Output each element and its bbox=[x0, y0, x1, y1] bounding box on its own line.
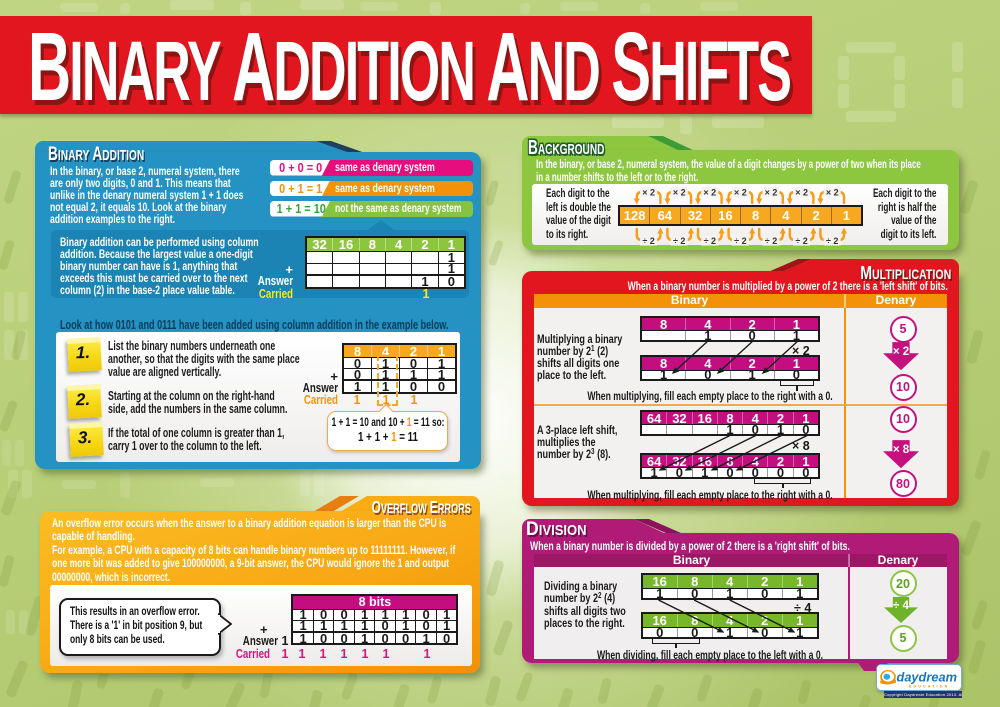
svg-text:÷ 2: ÷ 2 bbox=[734, 236, 746, 246]
svg-text:÷ 2: ÷ 2 bbox=[673, 236, 685, 246]
svg-text:EDUCATION: EDUCATION bbox=[909, 685, 949, 689]
svg-text:× 2: × 2 bbox=[765, 188, 778, 198]
svg-text:÷ 2: ÷ 2 bbox=[795, 236, 807, 246]
svg-text:÷ 2: ÷ 2 bbox=[642, 236, 654, 246]
svg-text:× 2: × 2 bbox=[673, 188, 686, 198]
svg-text:daydream: daydream bbox=[897, 670, 957, 685]
svg-text:× 2: × 2 bbox=[795, 188, 808, 198]
svg-text:× 2: × 2 bbox=[734, 188, 747, 198]
svg-text:× 2: × 2 bbox=[826, 188, 839, 198]
svg-text:÷ 2: ÷ 2 bbox=[826, 236, 838, 246]
svg-text:÷ 2: ÷ 2 bbox=[704, 236, 716, 246]
svg-text:× 2: × 2 bbox=[642, 188, 655, 198]
svg-text:× 2: × 2 bbox=[703, 188, 716, 198]
svg-text:÷ 2: ÷ 2 bbox=[765, 236, 777, 246]
